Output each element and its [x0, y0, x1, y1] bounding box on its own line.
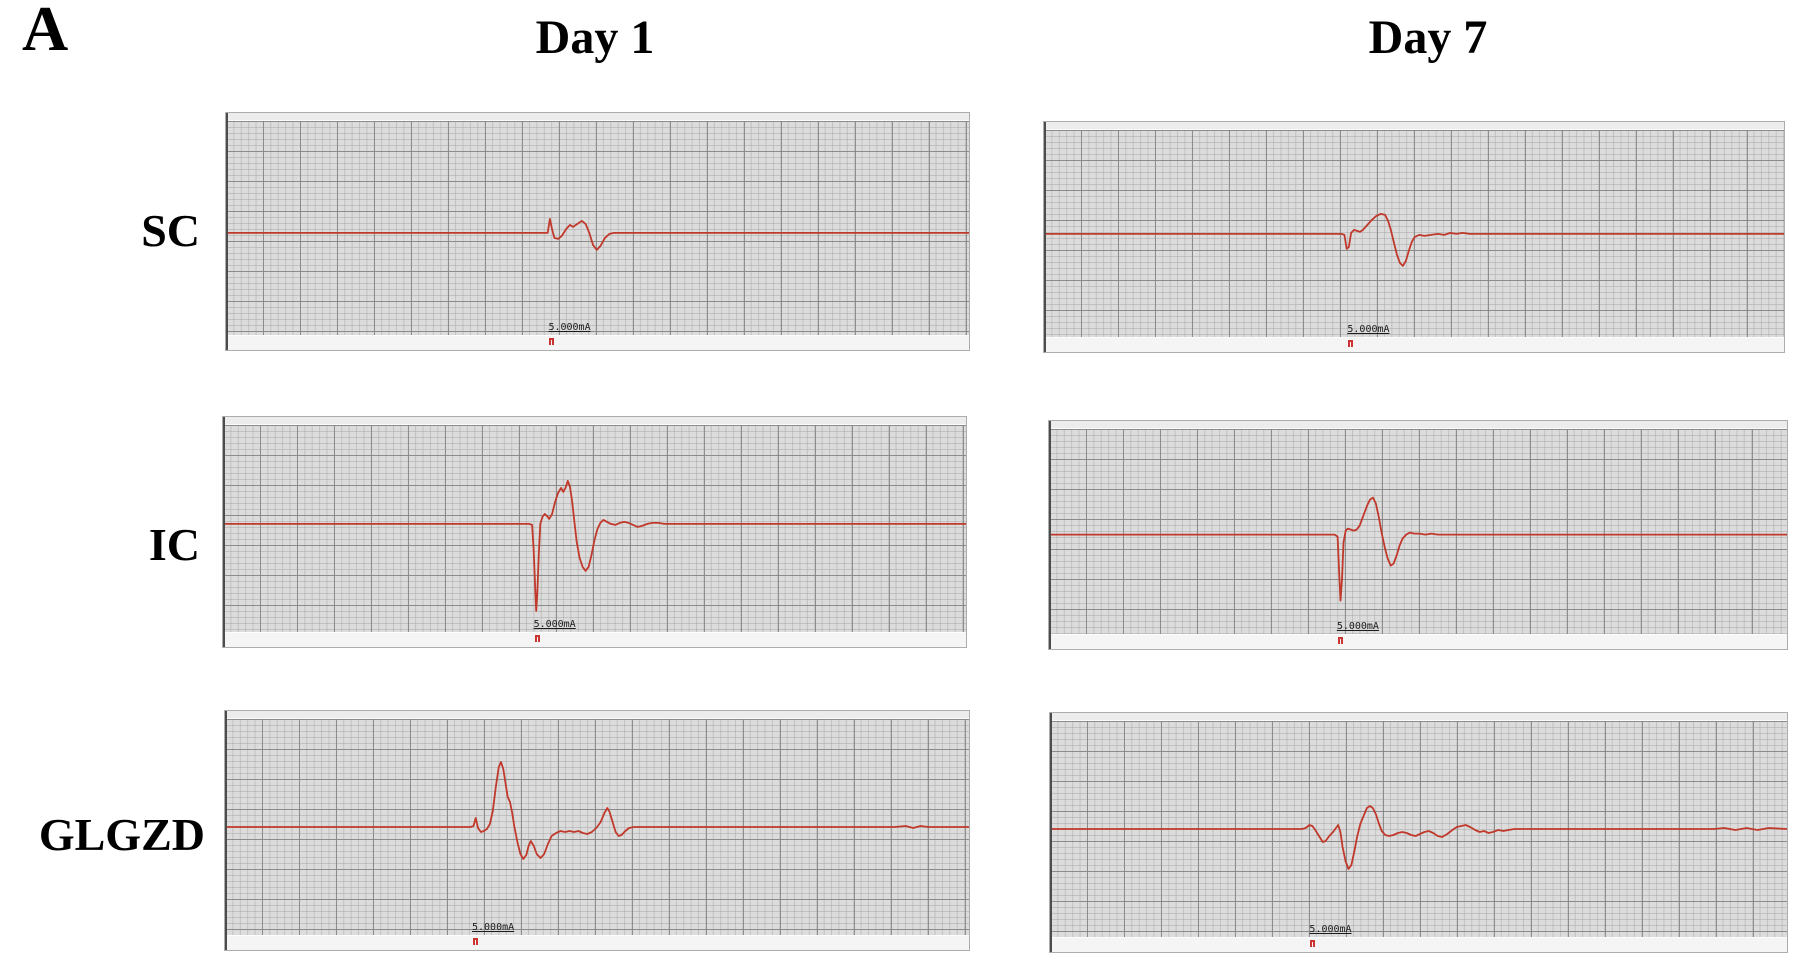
stimulus-marker-icon	[1348, 340, 1354, 347]
graph-paper-grid: 5.000mA	[1044, 130, 1784, 337]
panel-footer-strip	[225, 935, 969, 950]
emg-trace	[1044, 213, 1784, 267]
graph-paper-grid: 5.000mA	[225, 719, 969, 935]
stimulus-current-label: 5.000mA	[472, 922, 515, 933]
column-title-day7: Day 7	[1368, 11, 1488, 64]
graph-paper-grid: 5.000mA	[223, 425, 966, 632]
column-title-day1: Day 1	[535, 11, 655, 64]
emg-trace	[223, 480, 966, 612]
stimulus-marker-icon	[473, 938, 478, 945]
graph-paper-grid: 5.000mA	[1050, 721, 1787, 937]
panel-header-strip	[1049, 421, 1787, 429]
trace-panel-glgzd-day7: 5.000mA	[1049, 712, 1788, 953]
figure-letter: A	[22, 0, 69, 64]
stimulus-marker-icon	[1310, 940, 1316, 947]
emg-trace	[226, 218, 969, 251]
panel-footer-strip	[1050, 937, 1787, 952]
emg-trace	[225, 761, 969, 860]
panel-header-strip	[226, 113, 969, 121]
trace-panel-sc-day7: 5.000mA	[1043, 121, 1785, 353]
stimulus-current-label: 5.000mA	[1309, 924, 1352, 935]
panel-header-strip	[223, 417, 966, 425]
stimulus-current-label: 5.000mA	[1347, 324, 1390, 335]
panel-header-strip	[1050, 713, 1787, 721]
trace-panel-sc-day1: 5.000mA	[225, 112, 970, 351]
graph-paper-grid: 5.000mA	[1049, 429, 1787, 634]
panel-footer-strip	[1049, 634, 1787, 649]
stimulus-current-label: 5.000mA	[548, 322, 591, 333]
panel-header-strip	[225, 711, 969, 719]
graph-paper-grid: 5.000mA	[226, 121, 969, 335]
emg-trace	[1049, 496, 1787, 602]
panel-footer-strip	[223, 632, 966, 647]
row-label-sc: SC	[141, 205, 200, 256]
row-label-ic: IC	[148, 519, 200, 570]
stimulus-current-label: 5.000mA	[533, 619, 576, 630]
panel-footer-strip	[1044, 337, 1784, 352]
panel-header-strip	[1044, 122, 1784, 130]
stimulus-marker-icon	[1337, 637, 1343, 644]
stimulus-marker-icon	[549, 338, 555, 345]
trace-panel-ic-day1: 5.000mA	[222, 416, 967, 648]
panel-footer-strip	[226, 335, 969, 350]
row-label-glgzd: GLGZD	[38, 809, 205, 860]
stimulus-current-label: 5.000mA	[1336, 621, 1379, 632]
emg-trace	[1050, 805, 1787, 870]
trace-panel-glgzd-day1: 5.000mA	[224, 710, 970, 951]
trace-panel-ic-day7: 5.000mA	[1048, 420, 1788, 650]
stimulus-marker-icon	[534, 635, 540, 642]
